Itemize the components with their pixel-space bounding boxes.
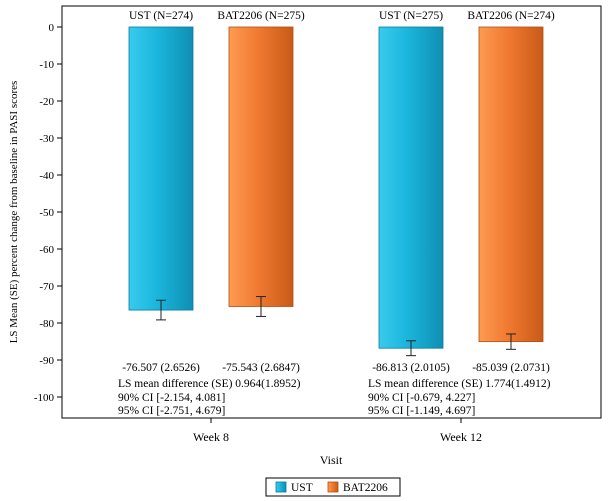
legend-label-ust: UST bbox=[291, 482, 313, 494]
bar-bat2206-1 bbox=[478, 26, 544, 343]
legend-label-bat2206: BAT2206 bbox=[343, 482, 388, 494]
legend: UST BAT2206 bbox=[265, 477, 401, 497]
difference-annotation: 95% CI [-2.751, 4.679] bbox=[118, 405, 225, 417]
y-tick-label: -80 bbox=[39, 318, 54, 330]
difference-annotation: 90% CI [-2.154, 4.081] bbox=[118, 392, 225, 404]
bar-value-label: -76.507 (2.6526) bbox=[122, 362, 200, 374]
y-tick-label: -60 bbox=[39, 244, 54, 256]
y-tick-label: -50 bbox=[39, 207, 54, 219]
bar-value-label: -86.813 (2.0105) bbox=[372, 362, 450, 374]
difference-annotation: 90% CI [-0.679, 4.227] bbox=[368, 392, 475, 404]
y-axis: 0 -10 -20 -30 -40 -50 -60 -70 -80 -90 -100 bbox=[34, 22, 62, 404]
series-top-label: BAT2206 (N=275) bbox=[217, 10, 304, 22]
y-tick-label: -40 bbox=[39, 170, 54, 182]
difference-annotation: 95% CI [-1.149, 4.697] bbox=[368, 405, 475, 417]
x-tick-label: Week 12 bbox=[440, 430, 482, 444]
legend-swatch-bat2206 bbox=[327, 481, 339, 493]
bar-bat2206-0 bbox=[228, 26, 294, 307]
y-tick-label: -70 bbox=[39, 281, 54, 293]
difference-annotation: LS mean difference (SE) 0.964(1.8952) bbox=[118, 378, 301, 390]
y-tick-label: -10 bbox=[39, 59, 54, 71]
y-tick-label: -90 bbox=[39, 355, 54, 367]
series-top-label: BAT2206 (N=274) bbox=[467, 10, 554, 22]
series-top-label: UST (N=274) bbox=[129, 10, 193, 22]
bar-ust-0 bbox=[128, 26, 194, 311]
y-axis-label: LS Mean (SE) percent change from baselin… bbox=[8, 81, 20, 344]
bar-value-label: -75.543 (2.6847) bbox=[222, 362, 300, 374]
chart-texts: UST (N=274) -76.507 (2.6526) UST (N=275) -8… bbox=[118, 10, 555, 444]
series-top-label: UST (N=275) bbox=[379, 10, 443, 22]
y-tick-label: -20 bbox=[39, 96, 54, 108]
y-tick-label: -30 bbox=[39, 133, 54, 145]
legend-swatch-ust bbox=[275, 481, 287, 493]
x-tick-label: Week 8 bbox=[193, 430, 229, 444]
difference-annotation: LS mean difference (SE) 1.774(1.4912) bbox=[368, 378, 551, 390]
bar-ust-1 bbox=[378, 26, 444, 349]
y-tick-label: -100 bbox=[34, 392, 55, 404]
bar-value-label: -85.039 (2.0731) bbox=[472, 362, 550, 374]
x-axis-label: Visit bbox=[320, 453, 343, 467]
bars bbox=[128, 26, 544, 357]
y-tick-label: 0 bbox=[49, 22, 55, 34]
